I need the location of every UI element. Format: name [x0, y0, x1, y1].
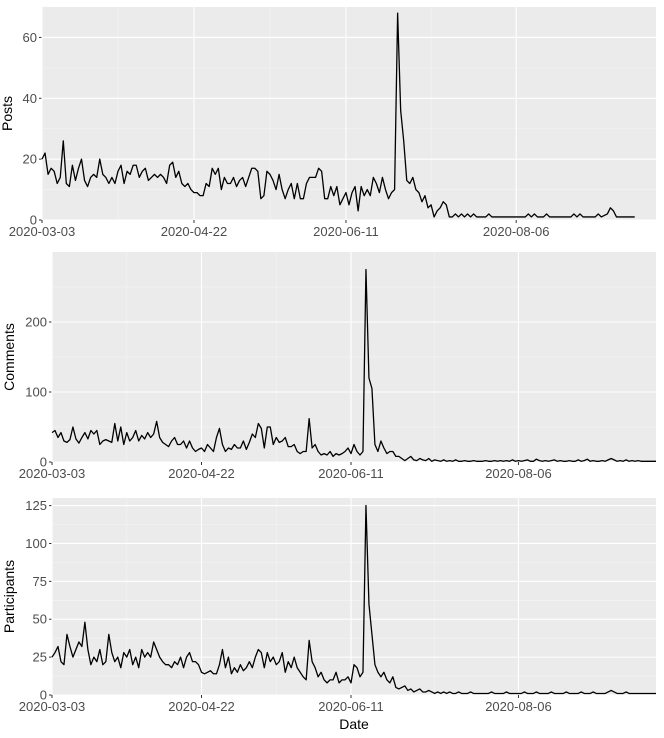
series-line-comments: [51, 268, 656, 462]
x-tick-label: 2020-03-03: [19, 466, 86, 481]
y-tick-label: 50: [33, 612, 47, 627]
y-tick-label: 25: [33, 650, 47, 665]
series-line-posts: [41, 12, 635, 218]
x-tick-label: 2020-04-22: [168, 699, 235, 714]
y-tick-label: 75: [33, 574, 47, 589]
y-tick-label: 40: [23, 91, 37, 106]
y-axis-title: Comments: [1, 323, 17, 391]
y-tick-label: 0: [40, 688, 47, 703]
x-tick-label: 2020-06-11: [318, 699, 384, 714]
series-line-participants: [51, 504, 656, 695]
panel-participants: 0 25 50 75 100 125 2020-03-03 2020-04-22 2020-06…: [1, 498, 656, 714]
y-tick-label: 0: [30, 213, 37, 228]
panel-background: [52, 498, 656, 695]
y-tick-label: 0: [40, 455, 47, 470]
y-tick-label: 100: [25, 385, 47, 400]
y-axis-title: Posts: [0, 96, 15, 131]
x-axis-title: Date: [339, 716, 369, 732]
y-tick-label: 200: [25, 315, 47, 330]
x-tick-label: 2020-03-03: [19, 699, 86, 714]
x-tick-label: 2020-06-11: [313, 224, 379, 239]
panel-background: [42, 7, 656, 220]
y-tick-label: 125: [25, 498, 47, 513]
x-tick-label: 2020-08-06: [483, 224, 550, 239]
x-tick-label: 2020-08-06: [485, 699, 552, 714]
x-tick-label: 2020-04-22: [168, 466, 235, 481]
y-tick-label: 100: [25, 536, 47, 551]
x-tick-label: 2020-06-11: [318, 466, 384, 481]
y-tick-label: 60: [23, 30, 37, 45]
chart-panels: 0 20 40 60 2020-03-03 2020-04-22 2020-06-11 202…: [0, 7, 656, 714]
panel-comments: 0 100 200 2020-03-03 2020-04-22 2020-06-11 202…: [1, 252, 656, 481]
x-tick-label: 2020-08-06: [485, 466, 552, 481]
x-tick-label: 2020-03-03: [9, 224, 76, 239]
y-tick-label: 20: [23, 152, 37, 167]
y-axis-title: Participants: [1, 560, 17, 633]
panel-posts: 0 20 40 60 2020-03-03 2020-04-22 2020-06-11 202…: [0, 7, 656, 239]
x-tick-label: 2020-04-22: [161, 224, 228, 239]
